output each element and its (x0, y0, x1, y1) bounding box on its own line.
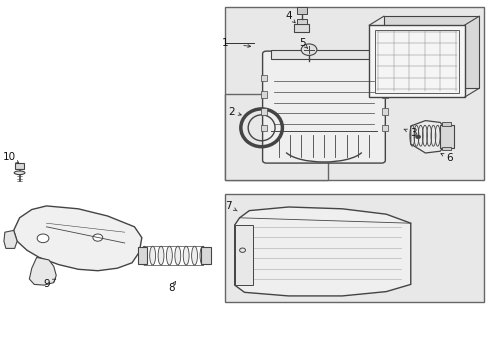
Ellipse shape (183, 246, 189, 265)
Text: 7: 7 (225, 201, 232, 211)
Bar (382, 91, 387, 98)
Bar (441, 147, 450, 150)
Bar (382, 125, 387, 131)
Ellipse shape (191, 246, 197, 265)
Bar (224, 94, 327, 180)
Bar (439, 125, 453, 148)
Circle shape (415, 135, 420, 139)
Ellipse shape (175, 246, 181, 265)
Polygon shape (234, 207, 410, 296)
Bar (368, 25, 464, 97)
Bar (260, 108, 266, 114)
Bar (382, 108, 387, 114)
Text: 1: 1 (221, 38, 228, 48)
Bar (15, 163, 24, 169)
Text: 6: 6 (446, 153, 452, 163)
Polygon shape (383, 16, 478, 88)
Bar (138, 247, 146, 264)
Polygon shape (410, 121, 444, 153)
Circle shape (301, 44, 316, 55)
Ellipse shape (158, 246, 163, 265)
Text: 3: 3 (409, 128, 416, 138)
Ellipse shape (149, 246, 155, 265)
Bar (294, 24, 308, 32)
Polygon shape (29, 257, 56, 285)
Circle shape (93, 234, 102, 241)
Polygon shape (14, 206, 142, 271)
Text: 10: 10 (3, 152, 16, 162)
Bar (271, 50, 376, 59)
Ellipse shape (14, 171, 25, 175)
Bar (260, 125, 266, 131)
Text: 8: 8 (167, 283, 174, 293)
Bar (234, 225, 253, 285)
Bar (296, 19, 306, 24)
Text: 9: 9 (43, 279, 50, 289)
Bar (201, 247, 211, 264)
Bar (260, 75, 266, 81)
Polygon shape (4, 230, 17, 248)
Ellipse shape (141, 246, 147, 265)
Text: 2: 2 (227, 107, 234, 117)
Ellipse shape (166, 246, 172, 265)
Bar (441, 122, 450, 126)
Bar (260, 91, 266, 98)
Text: 4: 4 (285, 11, 291, 21)
FancyBboxPatch shape (262, 51, 385, 163)
Bar (224, 194, 483, 302)
Bar (224, 7, 483, 180)
Bar (374, 30, 458, 93)
Bar (382, 75, 387, 81)
Text: 5: 5 (298, 38, 305, 48)
Ellipse shape (200, 246, 205, 265)
Bar (296, 7, 306, 14)
Circle shape (37, 234, 49, 243)
